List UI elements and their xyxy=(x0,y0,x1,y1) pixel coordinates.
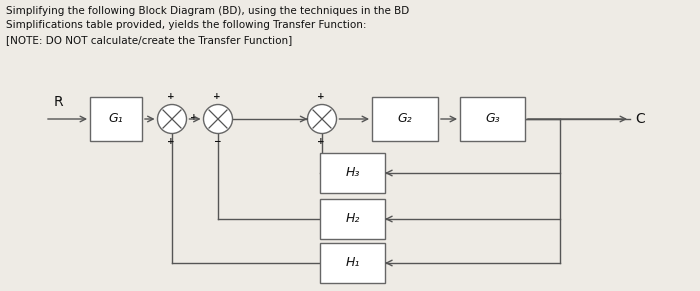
Text: G₂: G₂ xyxy=(398,113,412,125)
Text: −: − xyxy=(214,137,220,146)
Text: +: + xyxy=(167,137,175,146)
Circle shape xyxy=(158,104,186,134)
Circle shape xyxy=(204,104,232,134)
Bar xyxy=(320,153,385,193)
Text: C: C xyxy=(635,112,645,126)
Circle shape xyxy=(307,104,337,134)
Text: R: R xyxy=(53,95,63,109)
Text: H₁: H₁ xyxy=(345,256,360,269)
Bar xyxy=(90,97,142,141)
Bar xyxy=(320,243,385,283)
Text: +: + xyxy=(317,137,325,146)
Text: Simplifications table provided, yields the following Transfer Function:: Simplifications table provided, yields t… xyxy=(6,20,367,31)
Text: +: + xyxy=(167,92,175,101)
Text: H₂: H₂ xyxy=(345,212,360,226)
Bar xyxy=(372,97,438,141)
Text: Simplifying the following Block Diagram (BD), using the techniques in the BD: Simplifying the following Block Diagram … xyxy=(6,6,410,16)
Text: +: + xyxy=(214,92,220,101)
Text: H₃: H₃ xyxy=(345,166,360,180)
Text: +: + xyxy=(190,113,197,123)
Bar xyxy=(460,97,525,141)
Text: [NOTE: DO NOT calculate/create the Transfer Function]: [NOTE: DO NOT calculate/create the Trans… xyxy=(6,35,293,45)
Text: G₁: G₁ xyxy=(108,113,123,125)
Text: +: + xyxy=(317,92,325,101)
Text: G₃: G₃ xyxy=(485,113,500,125)
Bar xyxy=(320,199,385,239)
